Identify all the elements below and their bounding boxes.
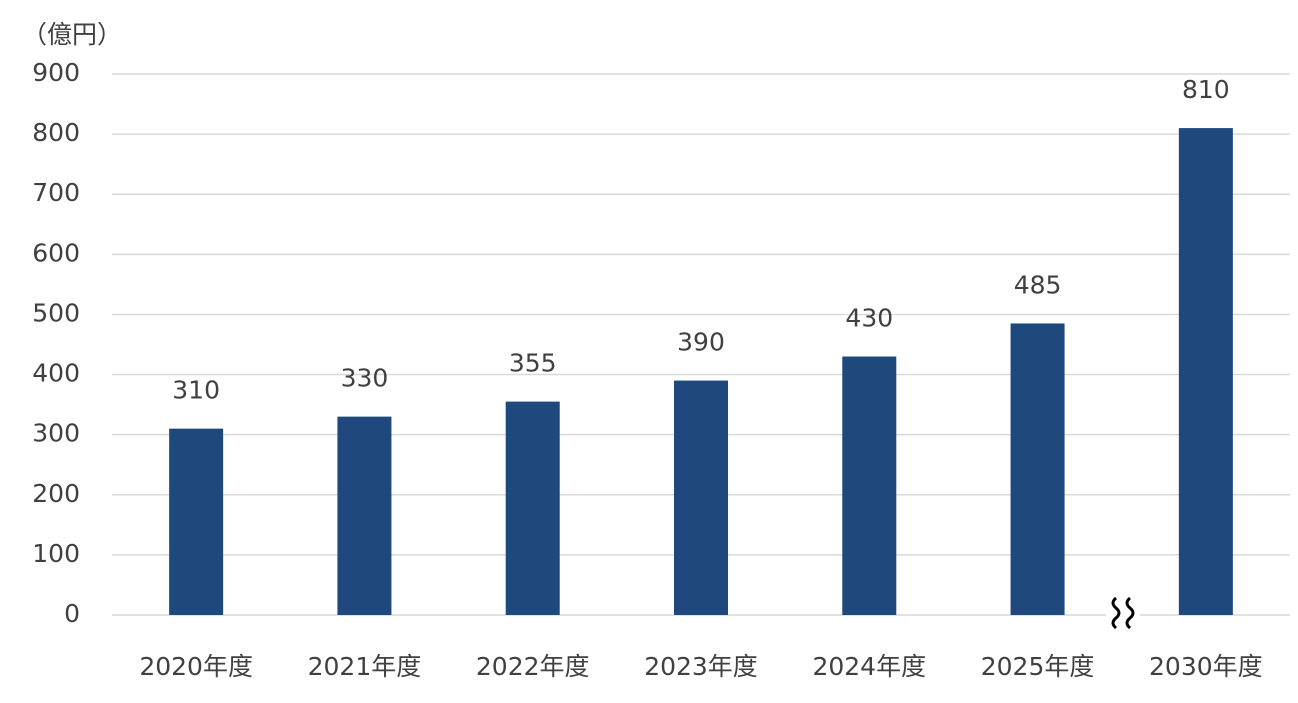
data-label: 390 <box>677 328 725 357</box>
data-label: 330 <box>341 364 389 393</box>
x-tick-label: 2021年度 <box>308 652 422 681</box>
y-tick-label: 400 <box>32 359 80 388</box>
x-tick-label: 2022年度 <box>476 652 590 681</box>
y-tick-label: 300 <box>32 419 80 448</box>
x-tick-label: 2030年度 <box>1149 652 1263 681</box>
bar <box>337 416 392 615</box>
plot: 0 100 200 300 400 500 600 700 800 900 2020年度 310 202… <box>32 58 1290 681</box>
x-tick-label: 2020年度 <box>139 652 253 681</box>
x-tick-label: 2023年度 <box>644 652 758 681</box>
y-tick-label: 100 <box>32 539 80 568</box>
y-tick-label: 0 <box>64 599 80 628</box>
bar <box>674 380 728 615</box>
axis-break <box>1106 595 1140 635</box>
y-tick-label: 900 <box>32 58 80 87</box>
data-label: 355 <box>509 349 557 378</box>
data-label: 810 <box>1182 75 1230 104</box>
y-tick-label: 500 <box>32 298 80 327</box>
data-label: 485 <box>1014 270 1062 299</box>
bar <box>505 401 560 615</box>
bar <box>169 428 224 615</box>
data-label: 430 <box>845 304 893 333</box>
y-tick-label: 200 <box>32 479 80 508</box>
y-tick-label: 800 <box>32 118 80 147</box>
bar <box>1178 128 1233 615</box>
data-label: 310 <box>172 376 220 405</box>
axis-break-line <box>1125 596 1135 630</box>
x-tick-label: 2025年度 <box>981 652 1095 681</box>
y-tick-label: 600 <box>32 238 80 267</box>
axis-break-line <box>1111 596 1121 630</box>
unit-label: （億円） <box>22 20 122 49</box>
x-tick-label: 2024年度 <box>812 652 926 681</box>
axis-break-mask <box>1106 595 1140 635</box>
y-tick-label: 700 <box>32 178 80 207</box>
bar <box>842 356 897 615</box>
bar <box>1010 323 1065 615</box>
